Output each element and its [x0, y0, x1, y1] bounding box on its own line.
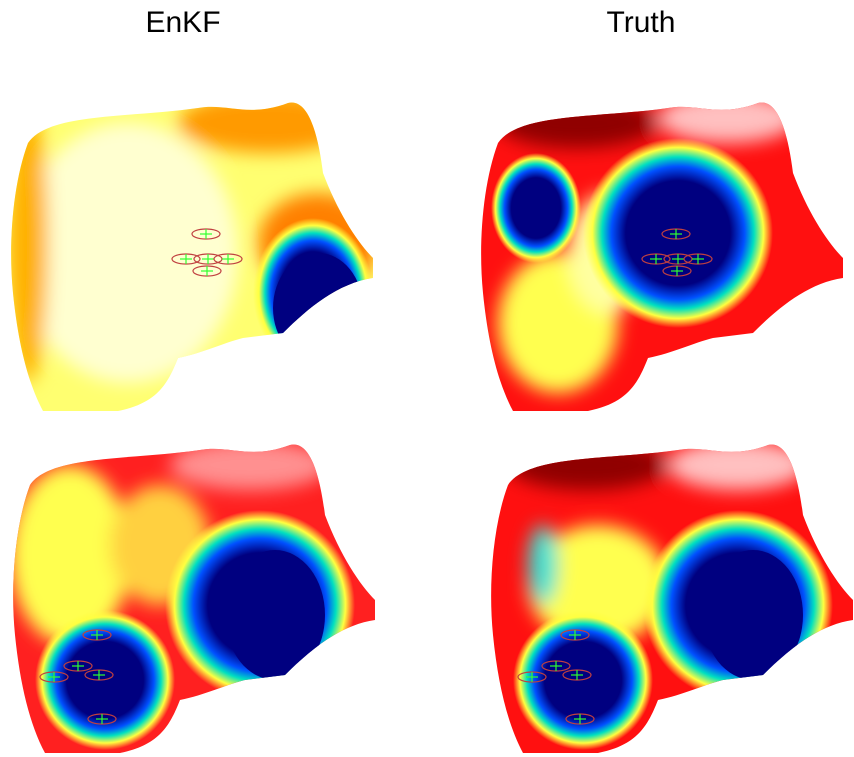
surface-panel	[481, 102, 843, 411]
surface-panel	[491, 444, 853, 753]
column-title: EnKF	[145, 6, 220, 39]
surface-panel	[13, 444, 375, 753]
column-title: Truth	[607, 6, 676, 39]
surface-panel	[11, 102, 373, 411]
